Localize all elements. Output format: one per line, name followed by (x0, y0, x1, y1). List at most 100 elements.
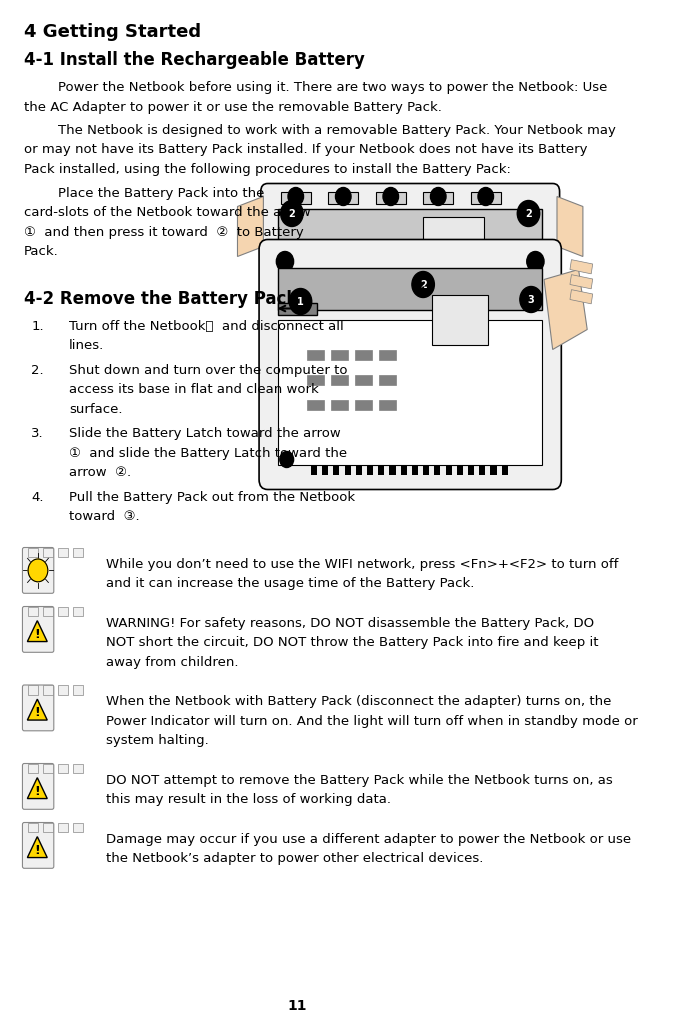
Bar (331, 374, 348, 384)
Bar (468, 464, 474, 475)
Bar (367, 464, 373, 475)
Bar (307, 328, 322, 335)
Bar (307, 374, 324, 384)
Text: Power the Netbook before using it. There are two ways to power the Netbook: Use: Power the Netbook before using it. There… (24, 81, 608, 94)
Bar (278, 268, 542, 310)
Bar (331, 350, 348, 360)
Circle shape (28, 559, 47, 582)
Bar (355, 400, 372, 410)
Text: 11: 11 (288, 999, 307, 1013)
Bar (332, 397, 337, 407)
Bar (356, 464, 362, 475)
Text: system halting.: system halting. (106, 734, 209, 747)
Bar (311, 397, 316, 407)
Text: Pull the Battery Pack out from the Netbook: Pull the Battery Pack out from the Netbo… (69, 491, 355, 503)
Bar (28, 685, 38, 695)
Bar (350, 305, 365, 314)
Bar (446, 464, 451, 475)
Bar (328, 328, 344, 335)
Bar (480, 464, 485, 475)
Bar (58, 547, 68, 558)
Text: The Netbook is designed to work with a removable Battery Pack. Your Netbook may: The Netbook is designed to work with a r… (24, 124, 616, 137)
Bar (307, 350, 324, 360)
Bar (423, 464, 429, 475)
Polygon shape (28, 699, 47, 720)
Text: 4 Getting Started: 4 Getting Started (24, 23, 202, 41)
Bar (355, 374, 372, 384)
Text: surface.: surface. (69, 403, 122, 415)
Bar (58, 823, 68, 832)
Bar (342, 397, 347, 407)
Text: 3: 3 (528, 294, 535, 304)
Bar (73, 685, 83, 695)
Text: Place the Battery Pack into the: Place the Battery Pack into the (24, 187, 265, 200)
Circle shape (517, 201, 539, 227)
Bar (43, 764, 53, 773)
Bar (43, 547, 53, 558)
Bar (379, 350, 396, 360)
Text: lines.: lines. (69, 339, 105, 352)
Text: Turn off the Netbook，  and disconnect all: Turn off the Netbook， and disconnect all (69, 320, 344, 332)
Circle shape (280, 451, 294, 467)
Bar (73, 547, 83, 558)
Circle shape (277, 251, 294, 272)
Bar (446, 397, 451, 407)
Bar (434, 464, 440, 475)
Text: Shut down and turn over the computer to: Shut down and turn over the computer to (69, 364, 347, 376)
FancyBboxPatch shape (23, 764, 54, 810)
Bar (491, 464, 497, 475)
Bar (333, 464, 339, 475)
Circle shape (289, 288, 312, 315)
Bar (311, 464, 317, 475)
Bar (378, 464, 385, 475)
Bar (278, 320, 542, 464)
Bar (363, 397, 368, 407)
Text: 4-2 Remove the Battery Pack: 4-2 Remove the Battery Pack (24, 289, 297, 308)
Bar (28, 764, 38, 773)
Text: access its base in flat and clean work: access its base in flat and clean work (69, 383, 319, 396)
Text: ①  and then press it toward  ②  to Battery: ① and then press it toward ② to Battery (24, 226, 304, 239)
Text: or may not have its Battery Pack installed. If your Netbook does not have its Ba: or may not have its Battery Pack install… (24, 144, 588, 157)
Text: card-slots of the Netbook toward the arrow: card-slots of the Netbook toward the arr… (24, 206, 311, 219)
Text: WARNING! For safety reasons, DO NOT disassemble the Battery Pack, DO: WARNING! For safety reasons, DO NOT disa… (106, 616, 594, 629)
Bar (570, 275, 592, 289)
Circle shape (478, 188, 493, 205)
Bar (328, 192, 358, 204)
Bar (58, 764, 68, 773)
Text: 3.: 3. (31, 427, 44, 440)
Text: !: ! (34, 627, 40, 641)
Circle shape (412, 272, 434, 297)
Bar (423, 192, 453, 204)
Bar (321, 397, 326, 407)
Text: DO NOT attempt to remove the Battery Pack while the Netbook turns on, as: DO NOT attempt to remove the Battery Pac… (106, 774, 613, 786)
Bar (307, 305, 322, 314)
Text: 4-1 Install the Rechargeable Battery: 4-1 Install the Rechargeable Battery (24, 51, 365, 69)
Bar (307, 284, 322, 291)
Text: 2: 2 (420, 280, 427, 289)
Text: this may result in the loss of working data.: this may result in the loss of working d… (106, 793, 391, 806)
Bar (379, 400, 396, 410)
Text: !: ! (34, 844, 40, 857)
Text: the Netbook’s adapter to power other electrical devices.: the Netbook’s adapter to power other ele… (106, 852, 484, 865)
Bar (372, 328, 387, 335)
Bar (278, 302, 317, 315)
Circle shape (278, 383, 292, 400)
Text: Damage may occur if you use a different adapter to power the Netbook or use: Damage may occur if you use a different … (106, 832, 632, 846)
Bar (436, 397, 440, 407)
Text: arrow  ②.: arrow ②. (69, 466, 131, 479)
Text: toward  ③.: toward ③. (69, 510, 140, 523)
Bar (278, 251, 542, 397)
Text: the AC Adapter to power it or use the removable Battery Pack.: the AC Adapter to power it or use the re… (24, 100, 442, 114)
Bar (281, 192, 311, 204)
Polygon shape (28, 621, 47, 642)
Bar (328, 305, 344, 314)
Polygon shape (28, 778, 47, 798)
FancyBboxPatch shape (23, 822, 54, 868)
Bar (394, 397, 399, 407)
Polygon shape (544, 270, 588, 350)
Bar (355, 350, 372, 360)
Bar (322, 464, 328, 475)
Circle shape (520, 287, 542, 313)
Bar (58, 607, 68, 616)
Bar (58, 685, 68, 695)
